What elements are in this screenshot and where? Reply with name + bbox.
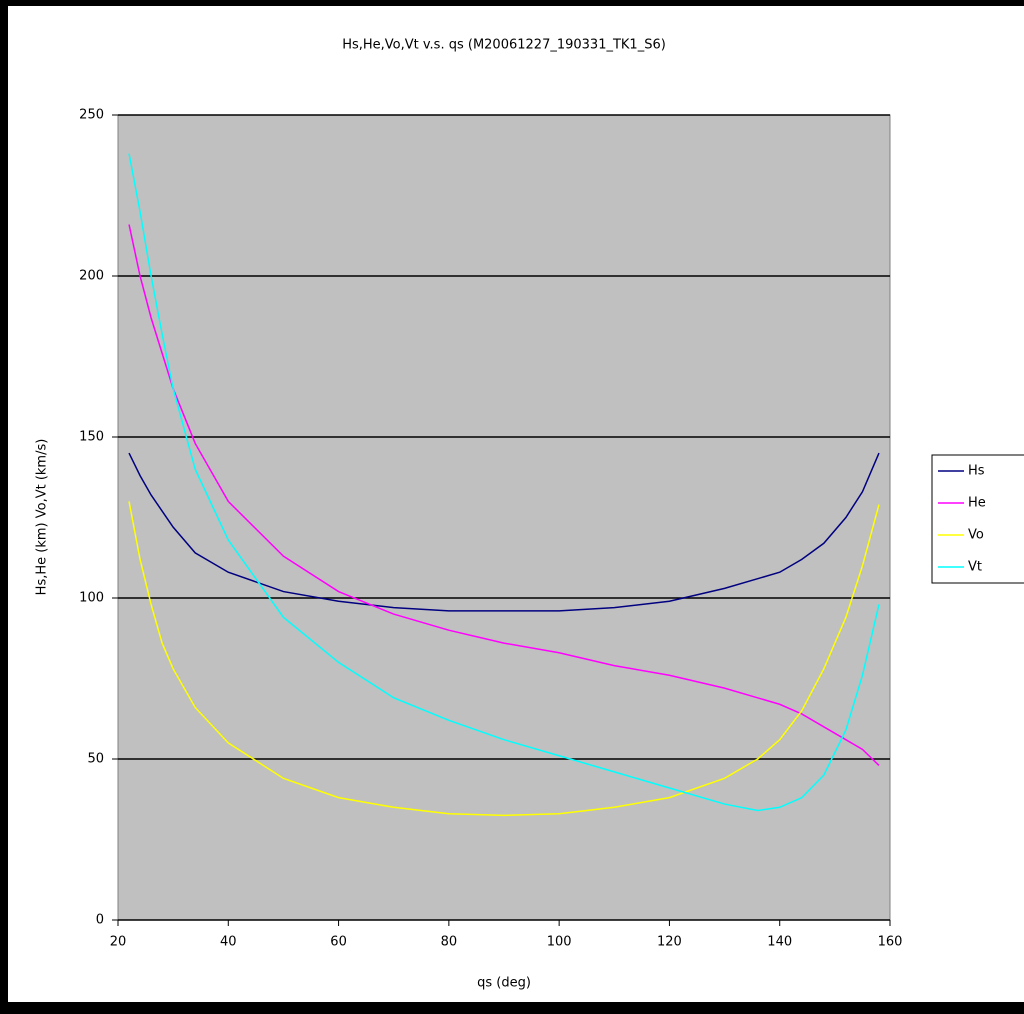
y-tick-label: 150 (79, 430, 104, 445)
x-tick-label: 60 (330, 935, 347, 950)
legend-label: He (968, 496, 986, 511)
legend-label: Vt (968, 560, 982, 575)
y-axis-label: Hs,He (km) Vo,Vt (km/s) (35, 439, 50, 596)
y-tick-label: 50 (87, 752, 104, 767)
legend-label: Hs (968, 464, 985, 479)
x-tick-label: 120 (657, 935, 682, 950)
legend-box (931, 454, 1024, 584)
series-line (128, 224, 880, 766)
series-line (128, 501, 880, 817)
x-tick-label: 20 (110, 935, 127, 950)
x-tick-label: 40 (220, 935, 237, 950)
y-tick-label: 200 (79, 269, 104, 284)
y-tick-label: 250 (79, 108, 104, 123)
y-tick-label: 0 (96, 913, 104, 928)
chart-title: Hs,He,Vo,Vt v.s. qs (M20061227_190331_TK… (342, 38, 666, 53)
y-tick-label: 100 (79, 591, 104, 606)
x-tick-label: 80 (441, 935, 458, 950)
legend-label: Vo (968, 528, 984, 543)
series-line (128, 153, 880, 812)
series-line (128, 452, 880, 612)
x-tick-label: 160 (878, 935, 903, 950)
x-tick-label: 100 (547, 935, 572, 950)
plot-area (117, 114, 891, 921)
x-tick-label: 140 (767, 935, 792, 950)
x-axis-label: qs (deg) (477, 976, 531, 991)
